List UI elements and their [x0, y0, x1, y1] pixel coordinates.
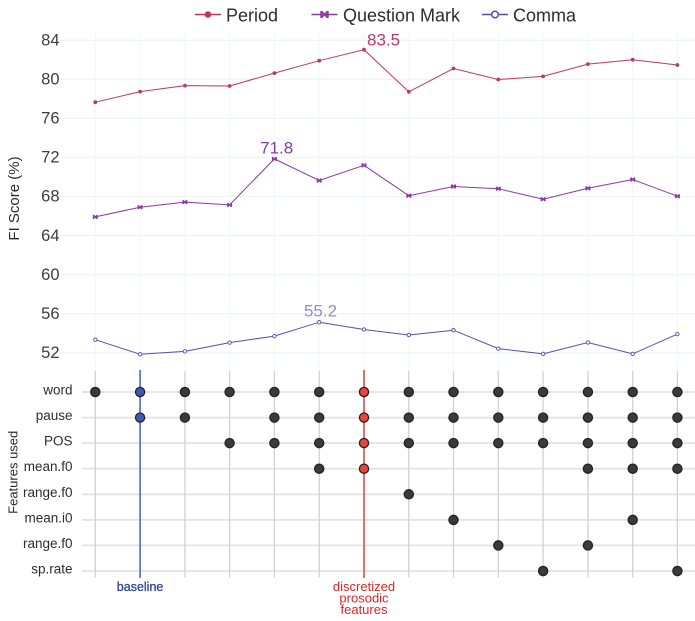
- svg-text:52: 52: [41, 344, 59, 362]
- svg-text:56: 56: [41, 305, 59, 323]
- svg-text:60: 60: [41, 266, 59, 284]
- svg-text:pause: pause: [36, 408, 73, 423]
- svg-text:baseline: baseline: [117, 580, 164, 594]
- svg-text:mean.i0: mean.i0: [24, 510, 72, 525]
- svg-text:Features used: Features used: [6, 431, 21, 514]
- svg-text:range.f0: range.f0: [23, 485, 73, 500]
- svg-text:Comma: Comma: [513, 5, 577, 25]
- svg-text:sp.rate: sp.rate: [31, 562, 72, 577]
- svg-text:83.5: 83.5: [367, 31, 400, 50]
- svg-text:POS: POS: [44, 434, 73, 449]
- svg-text:71.8: 71.8: [260, 139, 293, 158]
- svg-text:FI Score (%): FI Score (%): [6, 156, 23, 240]
- svg-text:55.2: 55.2: [304, 302, 337, 321]
- svg-text:84: 84: [41, 32, 59, 50]
- svg-text:72: 72: [41, 149, 59, 167]
- svg-text:mean.f0: mean.f0: [24, 459, 73, 474]
- svg-text:Period: Period: [226, 5, 278, 25]
- svg-text:features: features: [341, 602, 388, 617]
- svg-text:Question Mark: Question Mark: [343, 5, 461, 25]
- svg-text:80: 80: [41, 71, 59, 89]
- svg-text:76: 76: [41, 110, 59, 128]
- svg-text:discretized: discretized: [333, 579, 395, 594]
- svg-text:prosodic: prosodic: [339, 591, 389, 606]
- svg-text:64: 64: [41, 227, 59, 245]
- svg-text:68: 68: [41, 188, 59, 206]
- svg-text:word: word: [42, 383, 72, 398]
- svg-text:range.f0: range.f0: [23, 536, 73, 551]
